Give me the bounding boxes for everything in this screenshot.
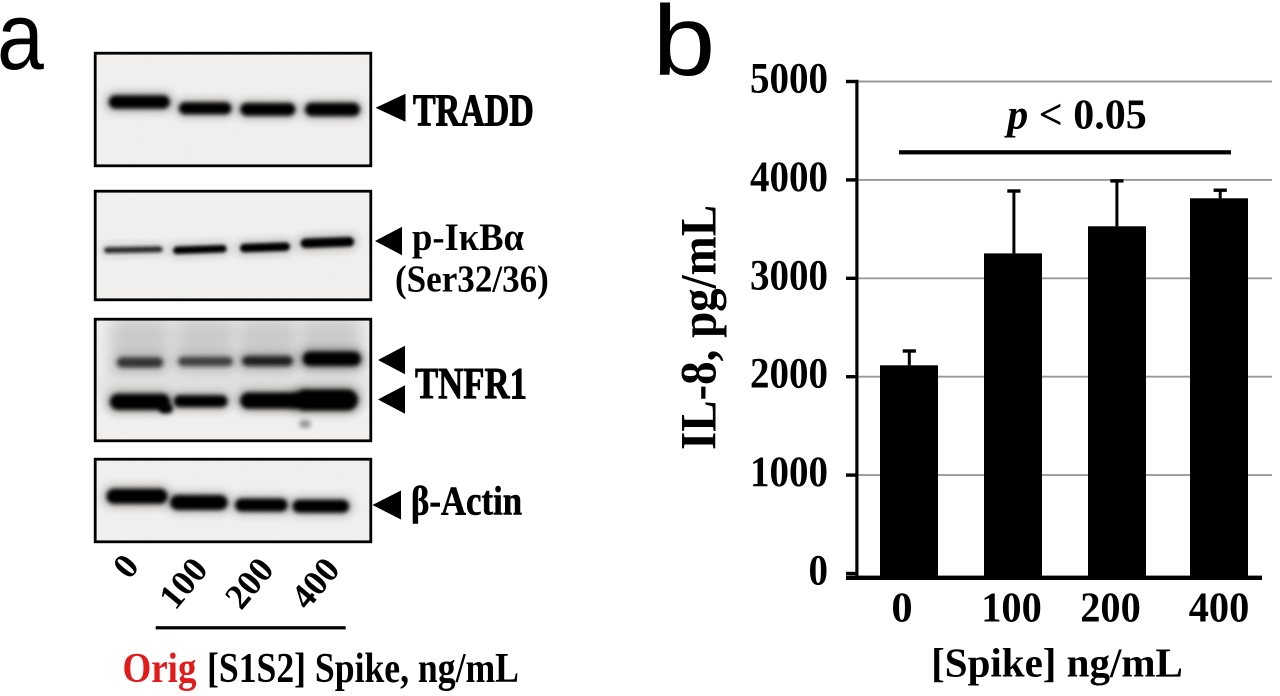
svg-text:b: b <box>653 0 716 97</box>
svg-text:TRADD: TRADD <box>413 85 534 136</box>
svg-text:Orig: Orig <box>123 645 197 692</box>
svg-text:a: a <box>0 0 45 90</box>
svg-text:4000: 4000 <box>750 152 828 200</box>
svg-text:IL-8, pg/mL: IL-8, pg/mL <box>670 205 727 450</box>
svg-text:2000: 2000 <box>750 349 828 397</box>
svg-text:100: 100 <box>981 584 1042 631</box>
svg-text:β-Actin: β-Actin <box>411 479 522 524</box>
svg-text:[S1S2] Spike, ng/mL: [S1S2] Spike, ng/mL <box>207 645 519 691</box>
svg-text:3000: 3000 <box>750 251 828 299</box>
svg-text:p < 0.05: p < 0.05 <box>1004 93 1146 139</box>
svg-text:[Spike] ng/mL: [Spike] ng/mL <box>931 640 1183 686</box>
svg-text:200: 200 <box>1080 584 1141 631</box>
svg-text:p-IκBα: p-IκBα <box>412 216 524 259</box>
svg-text:0: 0 <box>809 546 828 594</box>
svg-text:400: 400 <box>1189 584 1250 631</box>
svg-text:0: 0 <box>891 585 912 632</box>
svg-text:(Ser32/36): (Ser32/36) <box>395 257 549 300</box>
svg-text:5000: 5000 <box>750 54 828 102</box>
svg-text:1000: 1000 <box>750 447 828 495</box>
svg-text:TNFR1: TNFR1 <box>415 359 527 408</box>
